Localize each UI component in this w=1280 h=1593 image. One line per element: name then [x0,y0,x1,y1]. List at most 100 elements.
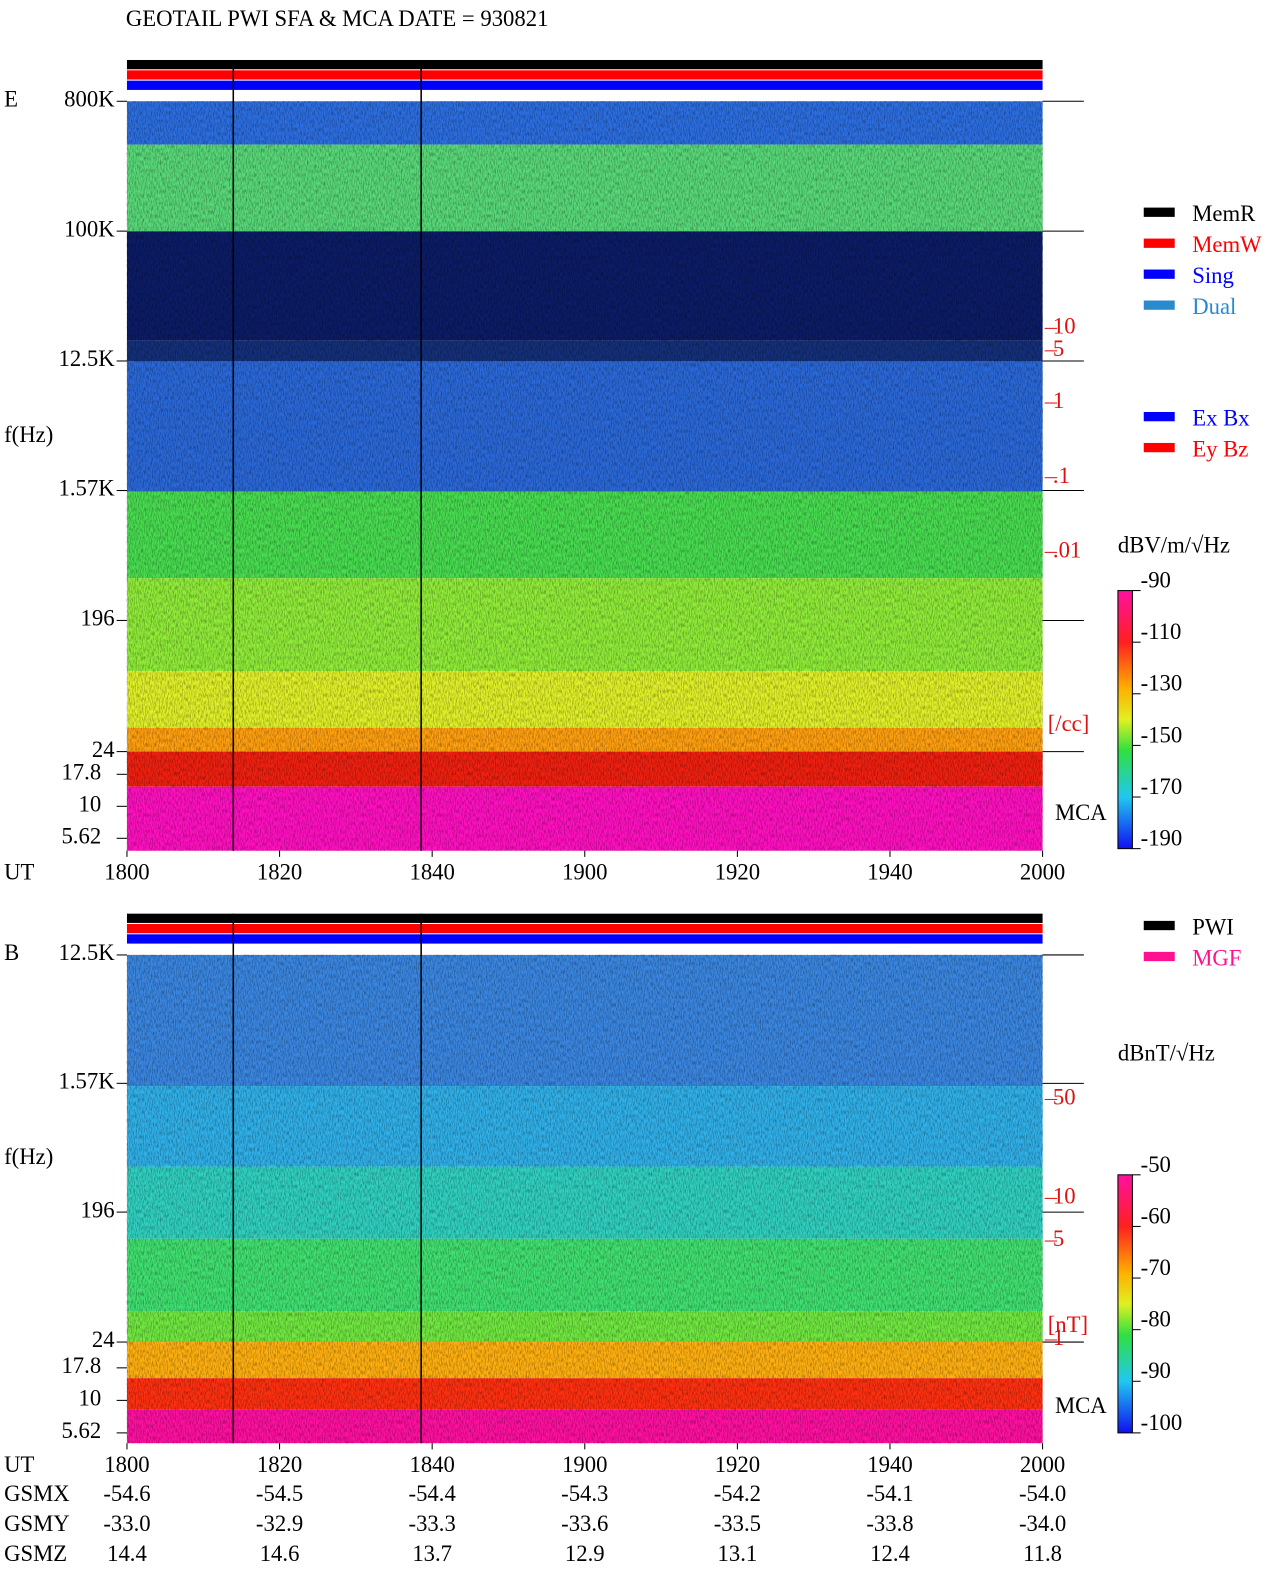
orbit-value: -54.1 [866,1481,913,1506]
x-tick-label: 2000 [1020,1452,1065,1477]
density-unit: [/cc] [1048,711,1090,736]
orbit-value: -54.0 [1019,1481,1066,1506]
y-tick-label: 196 [81,606,115,631]
y-tick-label: 800K [64,86,115,111]
x-tick-label: 1840 [409,860,454,885]
orbit-value: 14.4 [107,1541,147,1566]
orbit-row-name: GSMZ [4,1541,67,1566]
orbit-value: -33.3 [409,1511,456,1536]
status-bar [126,70,1043,80]
legend-swatch [1143,920,1175,931]
mca-label: MCA [1055,1393,1107,1418]
density-tick-label: .1 [1053,463,1070,488]
mca-tick-label: 17.8 [61,760,101,785]
colorbar-tick-label: -150 [1141,722,1183,747]
colorbar-tick-label: -130 [1141,671,1183,696]
colorbar-tick-label: -110 [1141,619,1182,644]
density-tick-label: 10 [1053,314,1076,339]
x-tick-label: 1900 [562,860,607,885]
colorbar-tick-label: -90 [1141,568,1171,593]
orbit-value: -33.6 [561,1511,608,1536]
x-axis-label: UT [4,860,34,885]
colorbar-tick-label: -50 [1141,1152,1171,1177]
mca-tick-label: 5.62 [61,1418,101,1443]
orbit-value: 11.8 [1023,1541,1062,1566]
colorbar-label: dBV/m/√Hz [1118,532,1230,557]
orbit-row-name: GSMX [4,1481,70,1506]
y-axis-label: f(Hz) [4,422,53,447]
y-tick-label: 12.5K [58,940,115,965]
legend-label: Ex Bx [1192,405,1250,430]
density-unit: [nT] [1048,1312,1088,1337]
x-tick-label: 1940 [867,860,912,885]
colorbar-tick-label: -170 [1141,774,1183,799]
colorbar [1117,1174,1133,1434]
x-tick-label: 1900 [562,1452,607,1477]
y-tick-label: 196 [81,1197,115,1222]
x-tick-label: 1800 [104,1452,149,1477]
orbit-value: -54.6 [103,1481,150,1506]
colorbar-tick-label: -70 [1141,1255,1171,1280]
spectrogram-texture [126,101,1043,851]
mca-label: MCA [1055,800,1107,825]
mca-tick-label: 10 [78,1386,101,1411]
y-tick-label: 1.57K [58,476,115,501]
x-tick-label: 1840 [409,1452,454,1477]
spectrogram-texture [126,954,1043,1444]
legend-swatch [1143,207,1175,217]
x-tick-label: 1820 [257,860,302,885]
legend-swatch [1143,238,1175,248]
x-tick-label: 2000 [1020,860,1065,885]
x-axis-label: UT [4,1452,34,1477]
status-bar [126,913,1043,923]
legend-swatch [1143,951,1175,962]
panel-label: B [4,940,19,965]
legend-label: MemW [1192,232,1262,257]
mca-tick-label: 5.62 [61,824,101,849]
y-tick-label: 1.57K [58,1069,115,1094]
x-tick-label: 1800 [104,860,149,885]
density-tick-label: 1 [1053,388,1064,413]
density-tick-label: 5 [1053,1226,1064,1251]
colorbar [1117,590,1133,850]
orbit-value: -54.5 [256,1481,303,1506]
legend-label: Sing [1192,263,1234,288]
x-tick-label: 1920 [715,1452,760,1477]
orbit-value: -33.8 [866,1511,913,1536]
density-tick-label: .01 [1053,538,1081,563]
colorbar-tick-label: -100 [1141,1410,1183,1435]
density-tick-label: 1 [1053,1325,1064,1350]
figure-title: GEOTAIL PWI SFA & MCA DATE = 930821 [126,6,549,31]
legend-swatch [1143,411,1175,422]
panel-label: E [4,86,18,111]
orbit-row-name: GSMY [4,1511,70,1536]
legend-label: Dual [1192,294,1236,319]
orbit-value: -32.9 [256,1511,303,1536]
legend-label: MemR [1192,201,1256,226]
orbit-value: 13.1 [718,1541,758,1566]
legend-label: Ey Bz [1192,436,1248,461]
orbit-value: 12.4 [870,1541,910,1566]
orbit-value: 14.6 [260,1541,300,1566]
mca-tick-label: 10 [78,792,101,817]
colorbar-label: dBnT/√Hz [1118,1040,1215,1065]
legend-label: MGF [1192,945,1241,970]
orbit-value: -54.2 [714,1481,761,1506]
status-bar [126,934,1043,944]
legend-swatch [1143,300,1175,310]
x-tick-label: 1940 [867,1452,912,1477]
y-tick-label: 12.5K [58,346,115,371]
legend-swatch [1143,269,1175,279]
status-bar [126,923,1043,934]
orbit-value: -33.0 [103,1511,150,1536]
orbit-value: 13.7 [412,1541,452,1566]
orbit-value: 12.9 [565,1541,605,1566]
legend-swatch [1143,442,1175,453]
x-tick-label: 1920 [715,860,760,885]
y-axis-label: f(Hz) [4,1144,53,1169]
orbit-value: -34.0 [1019,1511,1066,1536]
y-tick-label: 24 [92,1327,115,1352]
status-bar [126,59,1043,70]
